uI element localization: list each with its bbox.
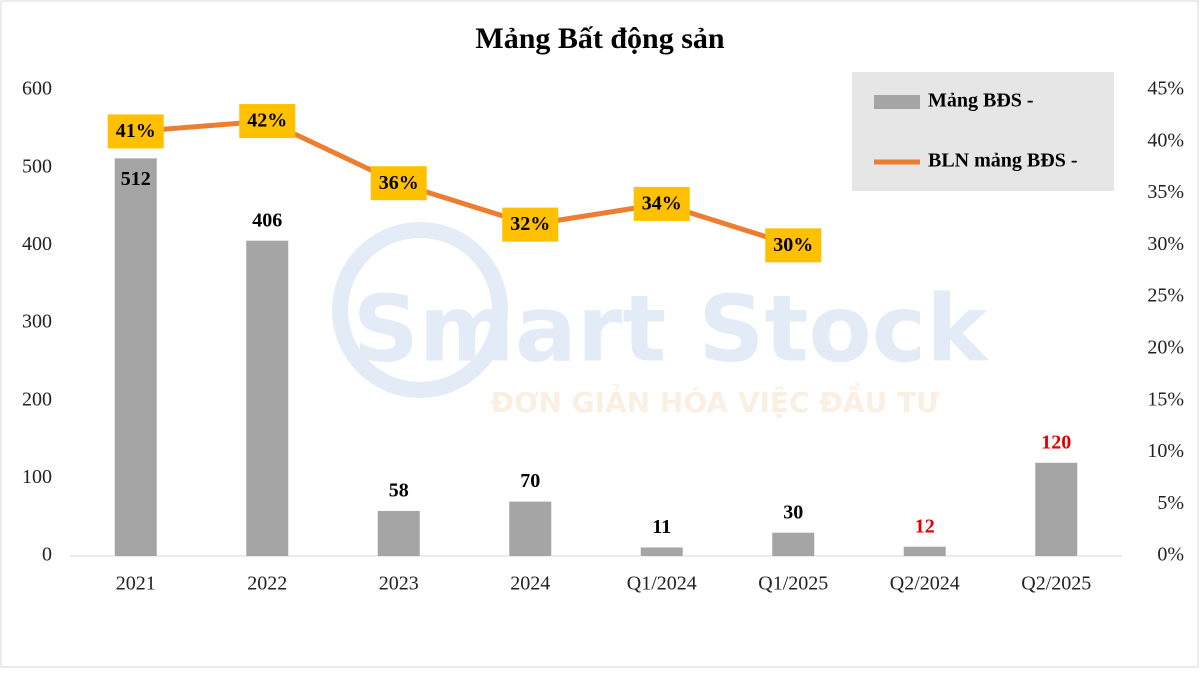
x-tick-label: 2022	[247, 573, 287, 595]
bar	[246, 240, 289, 556]
y2-tick-label: 20%	[1147, 336, 1184, 358]
line-label-box	[765, 228, 822, 263]
y2-tick-label: 40%	[1147, 129, 1184, 151]
line-label-box	[502, 207, 559, 242]
bar-value-label: 11	[652, 516, 671, 538]
x-tick-label: Q2/2024	[890, 573, 960, 595]
bar-value-label: 512	[121, 168, 151, 190]
bar	[903, 546, 946, 556]
y-tick-label: 100	[22, 466, 52, 488]
line-value-label: 42%	[247, 110, 287, 132]
line-value-label: 32%	[510, 213, 550, 235]
line-label-box	[107, 114, 164, 149]
legend-box	[852, 72, 1114, 191]
watermark-subtitle: ĐƠN GIẢN HÓA VIỆC ĐẦU TƯ	[491, 382, 940, 419]
line-value-label: 36%	[379, 172, 419, 194]
line-value-label: 41%	[116, 120, 156, 142]
line-label-box	[633, 186, 690, 221]
legend-label: BLN mảng BĐS -	[928, 150, 1077, 172]
line-value-label: 34%	[642, 193, 682, 215]
bar	[509, 501, 552, 556]
x-tick-label: 2021	[116, 573, 156, 595]
watermark-logo	[332, 222, 508, 398]
bar	[640, 547, 683, 556]
line-label-box	[239, 104, 296, 139]
legend-label: Mảng BĐS -	[928, 90, 1034, 112]
bar	[377, 510, 420, 556]
y2-tick-label: 30%	[1147, 233, 1184, 255]
legend-swatch	[874, 95, 920, 109]
x-tick-label: 2024	[510, 573, 550, 595]
y-tick-label: 300	[22, 311, 52, 333]
x-tick-label: 2023	[379, 573, 419, 595]
bar-value-label: 58	[389, 480, 409, 502]
line-label-box	[370, 166, 427, 201]
y2-tick-label: 45%	[1147, 78, 1184, 100]
y-tick-label: 0	[42, 544, 52, 566]
bar-value-label: 12	[915, 515, 935, 537]
bar	[772, 532, 815, 556]
bar-value-label: 30	[783, 501, 803, 523]
y2-tick-label: 15%	[1147, 388, 1184, 410]
watermark-title: Smart Stock	[353, 275, 990, 382]
x-tick-label: Q1/2025	[758, 573, 828, 595]
watermark: Smart Stock ĐƠN GIẢN HÓA VIỆC ĐẦU TƯ	[332, 222, 990, 419]
line-value-label: 30%	[773, 234, 813, 256]
x-tick-label: Q2/2025	[1021, 573, 1091, 595]
legend: Mảng BĐS - BLN mảng BĐS -	[852, 72, 1114, 191]
bar	[1035, 462, 1078, 556]
y2-tick-label: 0%	[1157, 544, 1184, 566]
bar-value-label: 70	[520, 470, 540, 492]
bar-value-label: 406	[252, 209, 282, 231]
x-tick-label: Q1/2024	[627, 573, 697, 595]
y2-tick-label: 35%	[1147, 181, 1184, 203]
y-tick-label: 400	[22, 233, 52, 255]
bar	[114, 158, 157, 556]
bar-value-label: 120	[1041, 431, 1071, 453]
y-tick-label: 200	[22, 388, 52, 410]
y-tick-label: 500	[22, 155, 52, 177]
chart-title: Mảng Bất động sản	[475, 22, 725, 55]
y-tick-label: 600	[22, 78, 52, 100]
y2-tick-label: 5%	[1157, 492, 1184, 514]
y2-tick-label: 10%	[1147, 440, 1184, 462]
y2-tick-label: 25%	[1147, 285, 1184, 307]
